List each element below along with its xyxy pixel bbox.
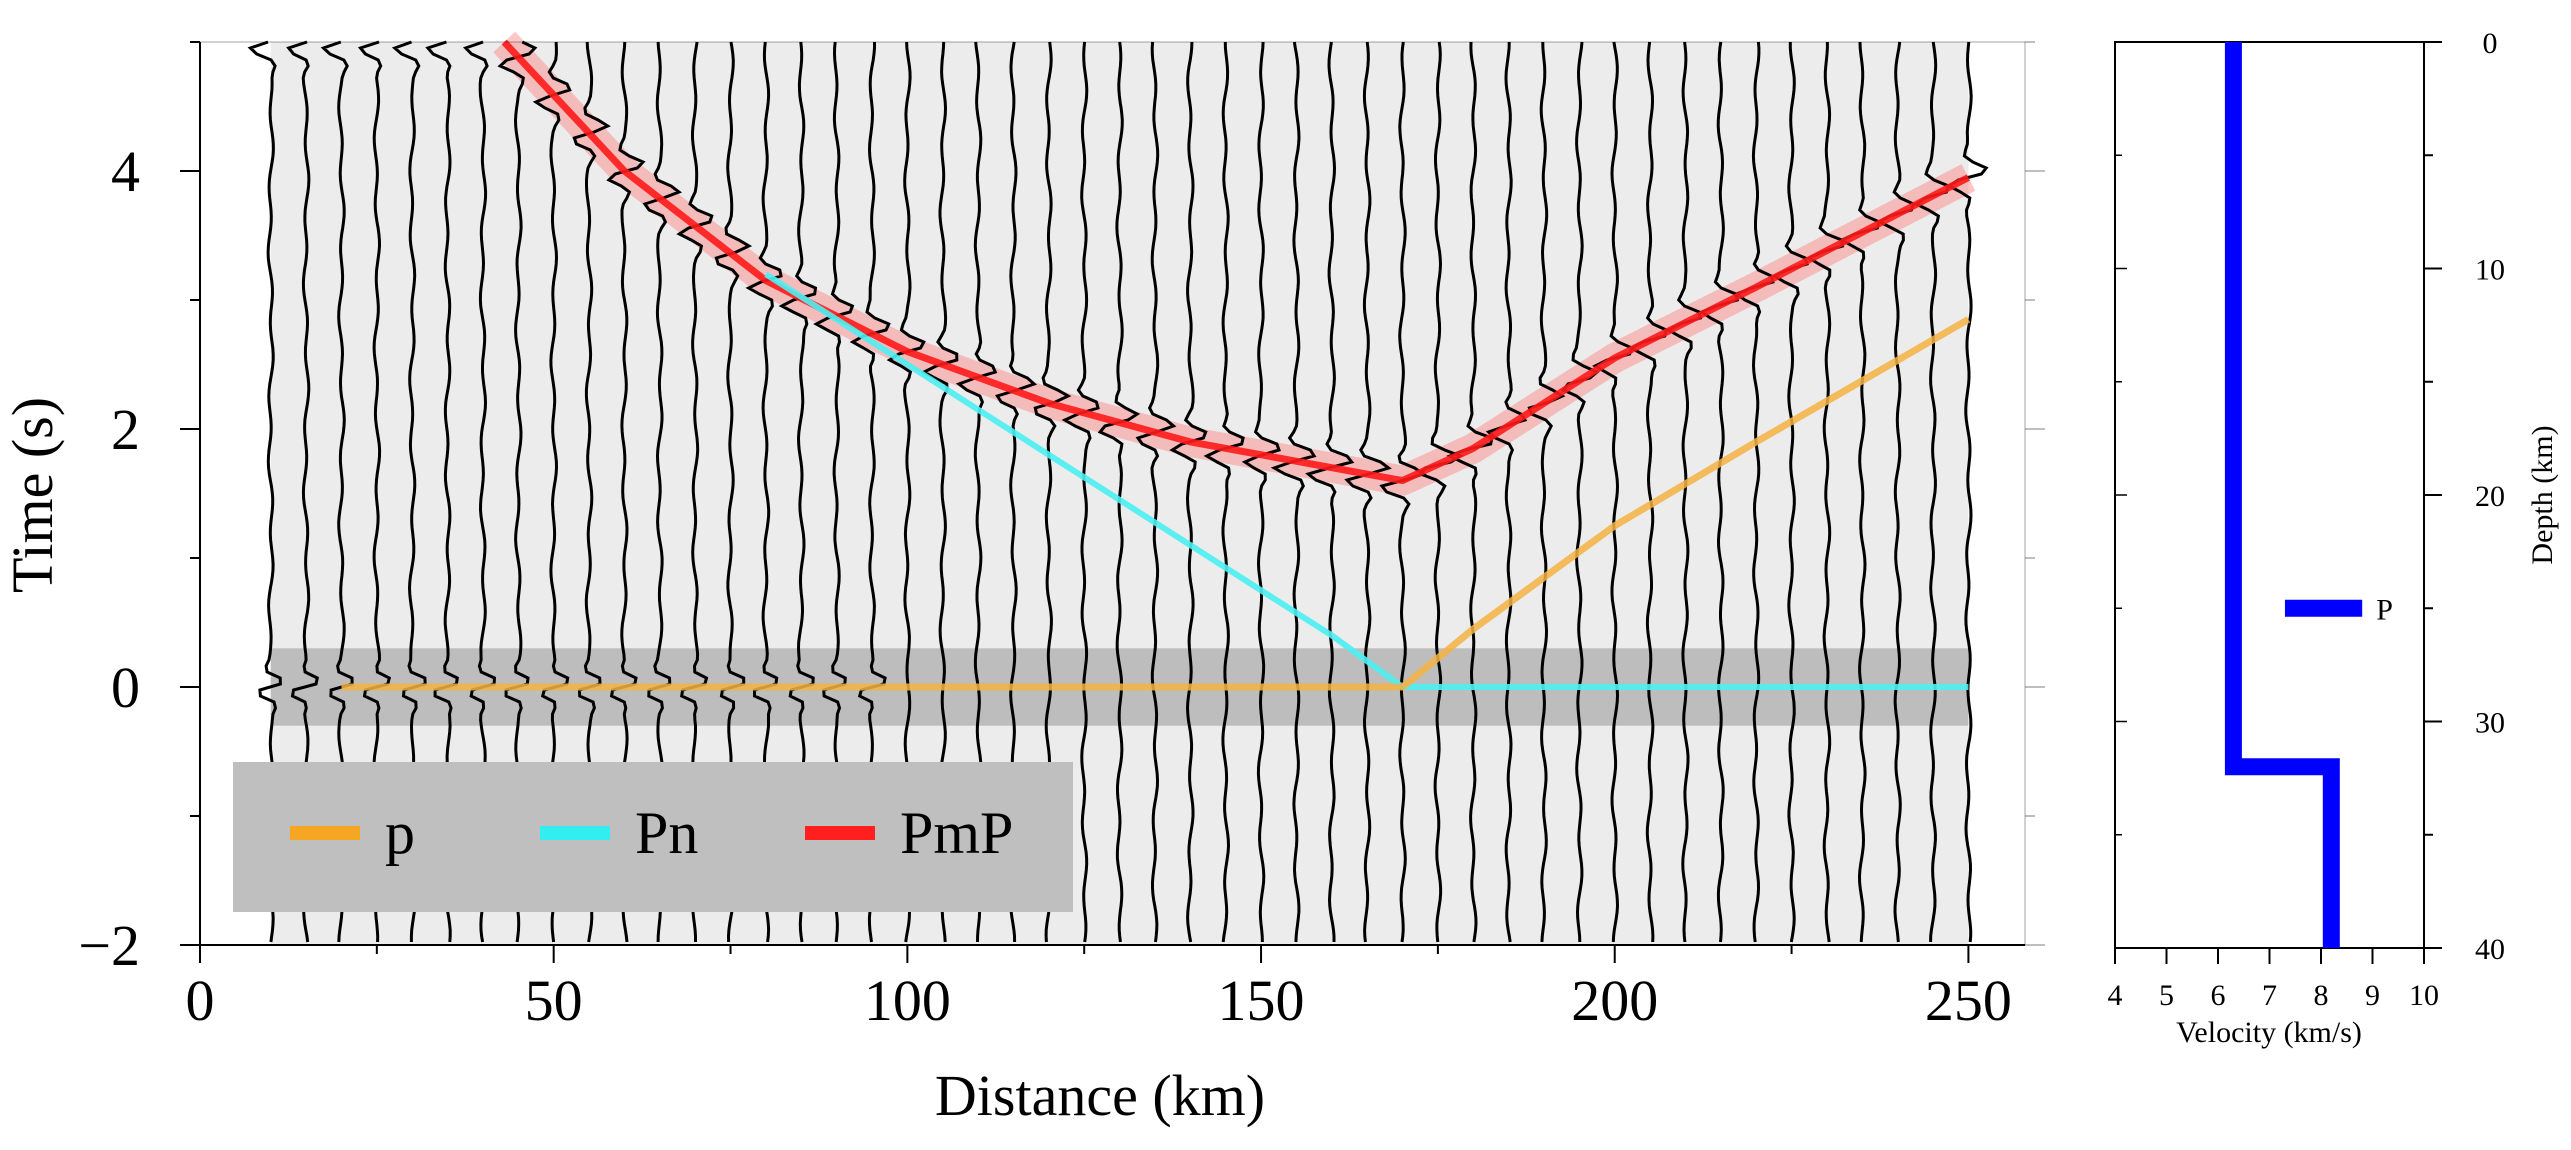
y-axis-title: Time (s) <box>0 397 65 593</box>
seismogram-trace <box>1592 41 1635 943</box>
legend-label: PmP <box>900 800 1013 866</box>
x-tick-label: 200 <box>1571 968 1658 1033</box>
seismogram-trace <box>1097 41 1141 943</box>
depth-axis-title: Depth (km) <box>2526 425 2559 564</box>
seismogram-trace <box>1485 41 1528 943</box>
velocity-axis-title: Velocity (km/s) <box>2176 1016 2362 1049</box>
depth-tick-label: 20 <box>2475 480 2505 513</box>
seismogram-trace <box>1169 41 1208 943</box>
depth-tick-label: 40 <box>2475 933 2505 966</box>
seismogram-trace <box>1270 41 1317 943</box>
seismogram-trace <box>1733 41 1775 943</box>
velocity-tick-label: 5 <box>2159 979 2174 1012</box>
velocity-axes: 4 5 6 7 8 9 10 0 10 20 30 40 <box>2108 27 2506 1012</box>
velocity-profile <box>2224 42 2363 948</box>
seismogram-trace <box>1527 41 1566 943</box>
seismogram-trace <box>1305 41 1355 942</box>
record-section-panel: 0 50 100 150 200 250 −2 0 2 4 p Pn PmP Distance (km… <box>0 31 2045 1128</box>
seismogram-trace <box>1446 41 1494 943</box>
velocity-tick-label: 8 <box>2314 979 2329 1012</box>
y-tick-label: 2 <box>111 397 140 462</box>
x-axis-title: Distance (km) <box>935 1063 1265 1128</box>
y-tick-label: 0 <box>111 655 140 720</box>
seismogram-trace <box>1665 41 1703 943</box>
seismogram-trace <box>1627 41 1669 943</box>
seismogram-trace <box>1876 41 1916 943</box>
seismogram-trace <box>1344 41 1392 943</box>
seismogram-trace <box>1379 41 1427 943</box>
velocity-tick-label: 9 <box>2365 979 2380 1012</box>
seismogram-trace <box>1771 42 1809 943</box>
seismogram-trace <box>1838 41 1882 943</box>
x-tick-label: 50 <box>525 968 583 1033</box>
velocity-frame <box>2114 41 2425 949</box>
velocity-tick-label: 4 <box>2108 979 2123 1012</box>
y-tick-label: 4 <box>111 139 140 204</box>
seismogram-trace <box>1418 41 1464 943</box>
depth-tick-label: 0 <box>2483 27 2498 60</box>
x-tick-label: 150 <box>1218 968 1305 1033</box>
source-marker-label: P <box>2376 593 2393 626</box>
p-phase-curve <box>341 316 1971 691</box>
record-section-axes: 0 50 100 150 200 250 −2 0 2 4 <box>78 41 2045 1033</box>
y-tick-label: −2 <box>78 913 140 978</box>
velocity-profile-line <box>2224 42 2340 948</box>
seismogram-trace <box>1946 41 1989 943</box>
seismogram-trace <box>1805 42 1845 943</box>
velocity-model-panel: 4 5 6 7 8 9 10 0 10 20 30 40 Velocity (km/s) Depth … <box>2108 27 2560 1049</box>
pmp-phase-curve <box>501 39 1971 485</box>
depth-tick-label: 10 <box>2475 254 2505 287</box>
velocity-tick-label: 7 <box>2262 979 2277 1012</box>
phase-legend: p Pn PmP <box>233 762 1073 912</box>
depth-tick-label: 30 <box>2475 707 2505 740</box>
x-tick-label: 100 <box>864 968 951 1033</box>
pn-phase-curve <box>764 271 1969 690</box>
legend-label: Pn <box>635 800 698 866</box>
velocity-tick-label: 6 <box>2211 979 2226 1012</box>
seismogram-trace <box>1241 41 1281 943</box>
seismogram-trace <box>1698 41 1740 943</box>
x-tick-label: 0 <box>186 968 215 1033</box>
seismogram-trace <box>1203 41 1245 943</box>
legend-box <box>233 762 1073 912</box>
travel-time-curves <box>341 39 1971 691</box>
seismogram-trace <box>1135 41 1177 943</box>
seismogram-trace <box>1561 41 1600 943</box>
velocity-tick-label: 10 <box>2409 979 2439 1012</box>
legend-label: p <box>385 800 415 866</box>
seismogram-trace <box>1061 41 1100 943</box>
x-tick-label: 250 <box>1925 968 2012 1033</box>
